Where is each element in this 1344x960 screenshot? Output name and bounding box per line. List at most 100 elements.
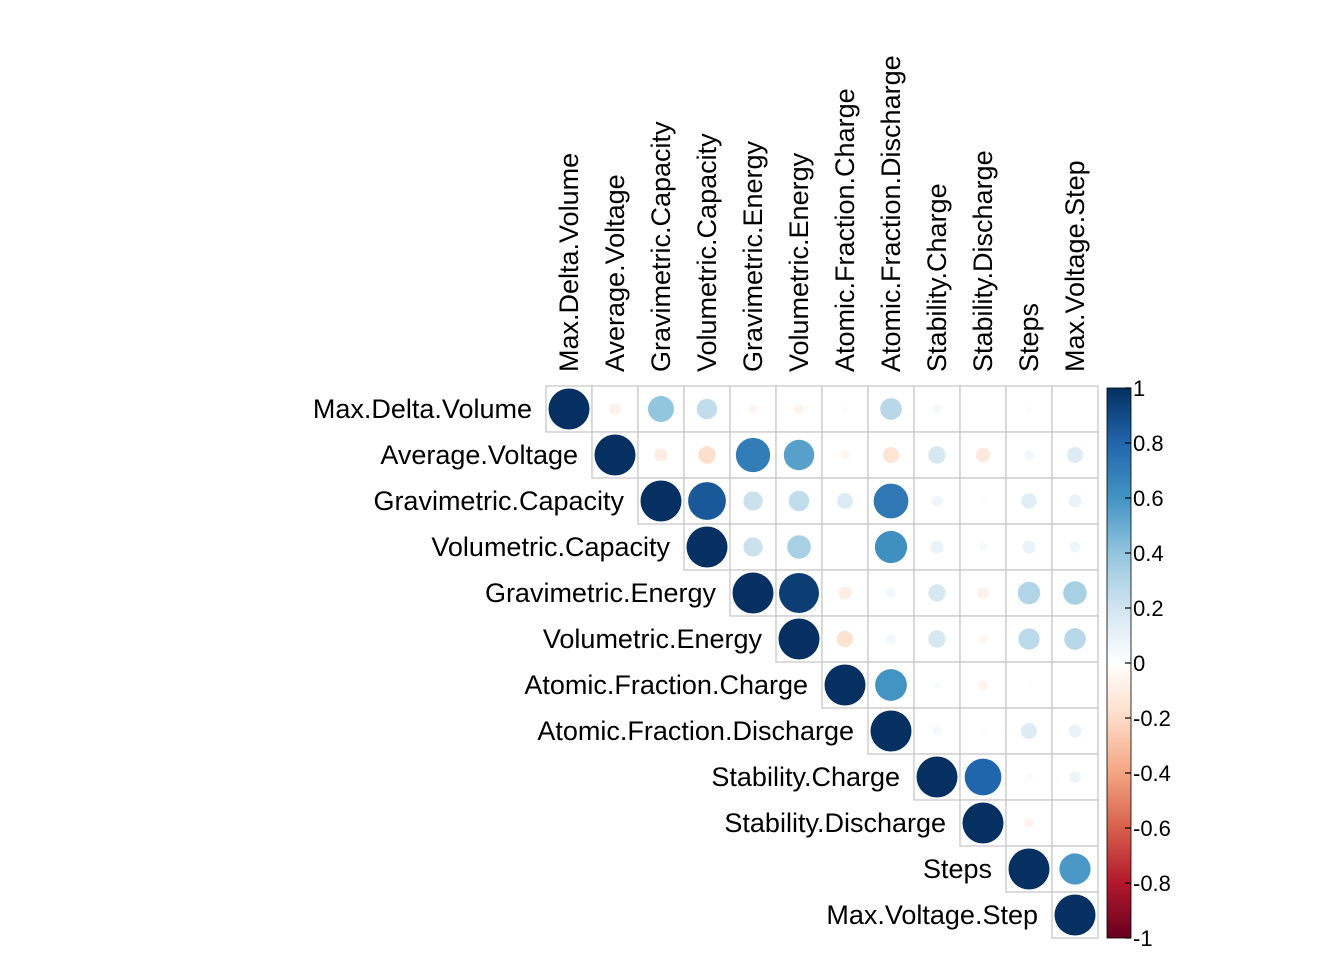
corr-circle xyxy=(885,633,897,645)
corr-circle xyxy=(648,396,674,422)
corr-circle xyxy=(743,537,763,557)
row-label: Atomic.Fraction.Charge xyxy=(524,670,808,700)
corr-circle xyxy=(548,388,590,430)
corr-circle xyxy=(1022,540,1036,554)
corr-circle xyxy=(688,482,726,520)
corr-circle xyxy=(686,526,728,568)
corr-circle xyxy=(1068,724,1082,738)
corr-circle xyxy=(1023,817,1035,829)
colorbar-tick-label: 0 xyxy=(1133,651,1145,676)
corr-circle xyxy=(1069,771,1081,783)
row-label: Average.Voltage xyxy=(380,440,578,470)
corr-circle xyxy=(1068,494,1082,508)
grid-cell xyxy=(1051,385,1099,433)
corr-circle xyxy=(980,498,986,504)
column-label: Max.Delta.Volume xyxy=(554,153,584,372)
corr-circle xyxy=(1021,493,1037,509)
colorbar-tick-label: -0.4 xyxy=(1133,761,1171,786)
corr-circle xyxy=(1059,853,1091,885)
corr-circle xyxy=(928,446,946,464)
corr-circle xyxy=(932,404,942,414)
colorbar-tick-label: -0.2 xyxy=(1133,706,1171,731)
corr-circle xyxy=(975,447,991,463)
corr-circle xyxy=(931,495,943,507)
corr-circle xyxy=(880,398,902,420)
corr-circle xyxy=(883,447,899,463)
corr-circle xyxy=(788,490,810,512)
corr-circle xyxy=(874,530,908,564)
corr-circle xyxy=(978,634,988,644)
row-label: Gravimetric.Energy xyxy=(485,578,717,608)
colorbar-tick-label: -0.8 xyxy=(1133,871,1171,896)
corr-circle xyxy=(837,493,853,509)
corr-circle xyxy=(1008,848,1050,890)
corr-circle xyxy=(640,480,682,522)
colorbar-tick-label: 0.4 xyxy=(1133,541,1164,566)
corr-circle xyxy=(1021,723,1037,739)
corr-circle xyxy=(885,587,897,599)
corr-circle xyxy=(1025,773,1033,781)
corr-circle xyxy=(1017,581,1041,605)
corr-circle xyxy=(870,710,912,752)
corr-circle xyxy=(977,587,989,599)
corr-circle xyxy=(698,446,716,464)
row-label: Steps xyxy=(923,854,992,884)
corr-circle xyxy=(1069,541,1081,553)
grid-cell xyxy=(1051,799,1099,847)
column-label: Max.Voltage.Step xyxy=(1060,160,1090,372)
corr-circle xyxy=(654,448,668,462)
corr-circle xyxy=(748,404,758,414)
colorbar-tick-label: -1 xyxy=(1133,926,1153,951)
corr-circle xyxy=(732,572,774,614)
corr-circle xyxy=(916,756,958,798)
corr-circle xyxy=(696,398,718,420)
corr-circle xyxy=(1063,581,1087,605)
corr-circle xyxy=(838,586,852,600)
corr-circle xyxy=(1067,447,1083,463)
colorbar-tick-label: 0.6 xyxy=(1133,486,1164,511)
column-label: Volumetric.Energy xyxy=(784,152,814,372)
colorbar-tick-label: 0.2 xyxy=(1133,596,1164,621)
corr-circle xyxy=(1054,894,1096,936)
corr-circle xyxy=(783,439,815,471)
corr-circle xyxy=(932,726,942,736)
corr-circle xyxy=(875,669,907,701)
grid-cell xyxy=(867,385,915,433)
row-label: Volumetric.Capacity xyxy=(431,532,670,562)
grid-cell xyxy=(1051,661,1099,709)
column-label: Atomic.Fraction.Discharge xyxy=(876,55,906,372)
row-label: Max.Delta.Volume xyxy=(313,394,532,424)
colorbar-tick-label: -0.6 xyxy=(1133,816,1171,841)
column-label: Stability.Discharge xyxy=(968,150,998,372)
corr-circle xyxy=(1026,406,1032,412)
row-label: Atomic.Fraction.Discharge xyxy=(537,716,854,746)
corr-circle xyxy=(779,573,819,613)
corr-circle xyxy=(962,802,1004,844)
column-label: Average.Voltage xyxy=(600,174,630,372)
corr-circle xyxy=(735,437,771,473)
row-label: Gravimetric.Capacity xyxy=(373,486,624,516)
column-label: Volumetric.Capacity xyxy=(692,133,722,372)
corr-circle xyxy=(873,483,909,519)
row-label: Volumetric.Energy xyxy=(543,624,763,654)
corr-circle xyxy=(980,728,986,734)
corr-circle xyxy=(787,535,811,559)
corr-circle xyxy=(928,584,946,602)
corr-circle xyxy=(793,403,805,415)
corr-circle xyxy=(824,664,866,706)
corr-circle xyxy=(1064,628,1086,650)
corr-circle xyxy=(964,758,1002,796)
corr-circle xyxy=(836,630,854,648)
grid-cell xyxy=(1051,523,1099,571)
corr-circle xyxy=(1018,628,1040,650)
row-label: Max.Voltage.Step xyxy=(826,900,1038,930)
column-label: Gravimetric.Energy xyxy=(738,140,768,372)
grid-cell xyxy=(959,385,1007,433)
column-label: Atomic.Fraction.Charge xyxy=(830,88,860,372)
row-label: Stability.Discharge xyxy=(724,808,946,838)
corr-circle xyxy=(778,618,820,660)
corr-circle xyxy=(840,450,850,460)
corr-circle xyxy=(743,491,763,511)
colorbar-tick-label: 1 xyxy=(1133,376,1145,401)
